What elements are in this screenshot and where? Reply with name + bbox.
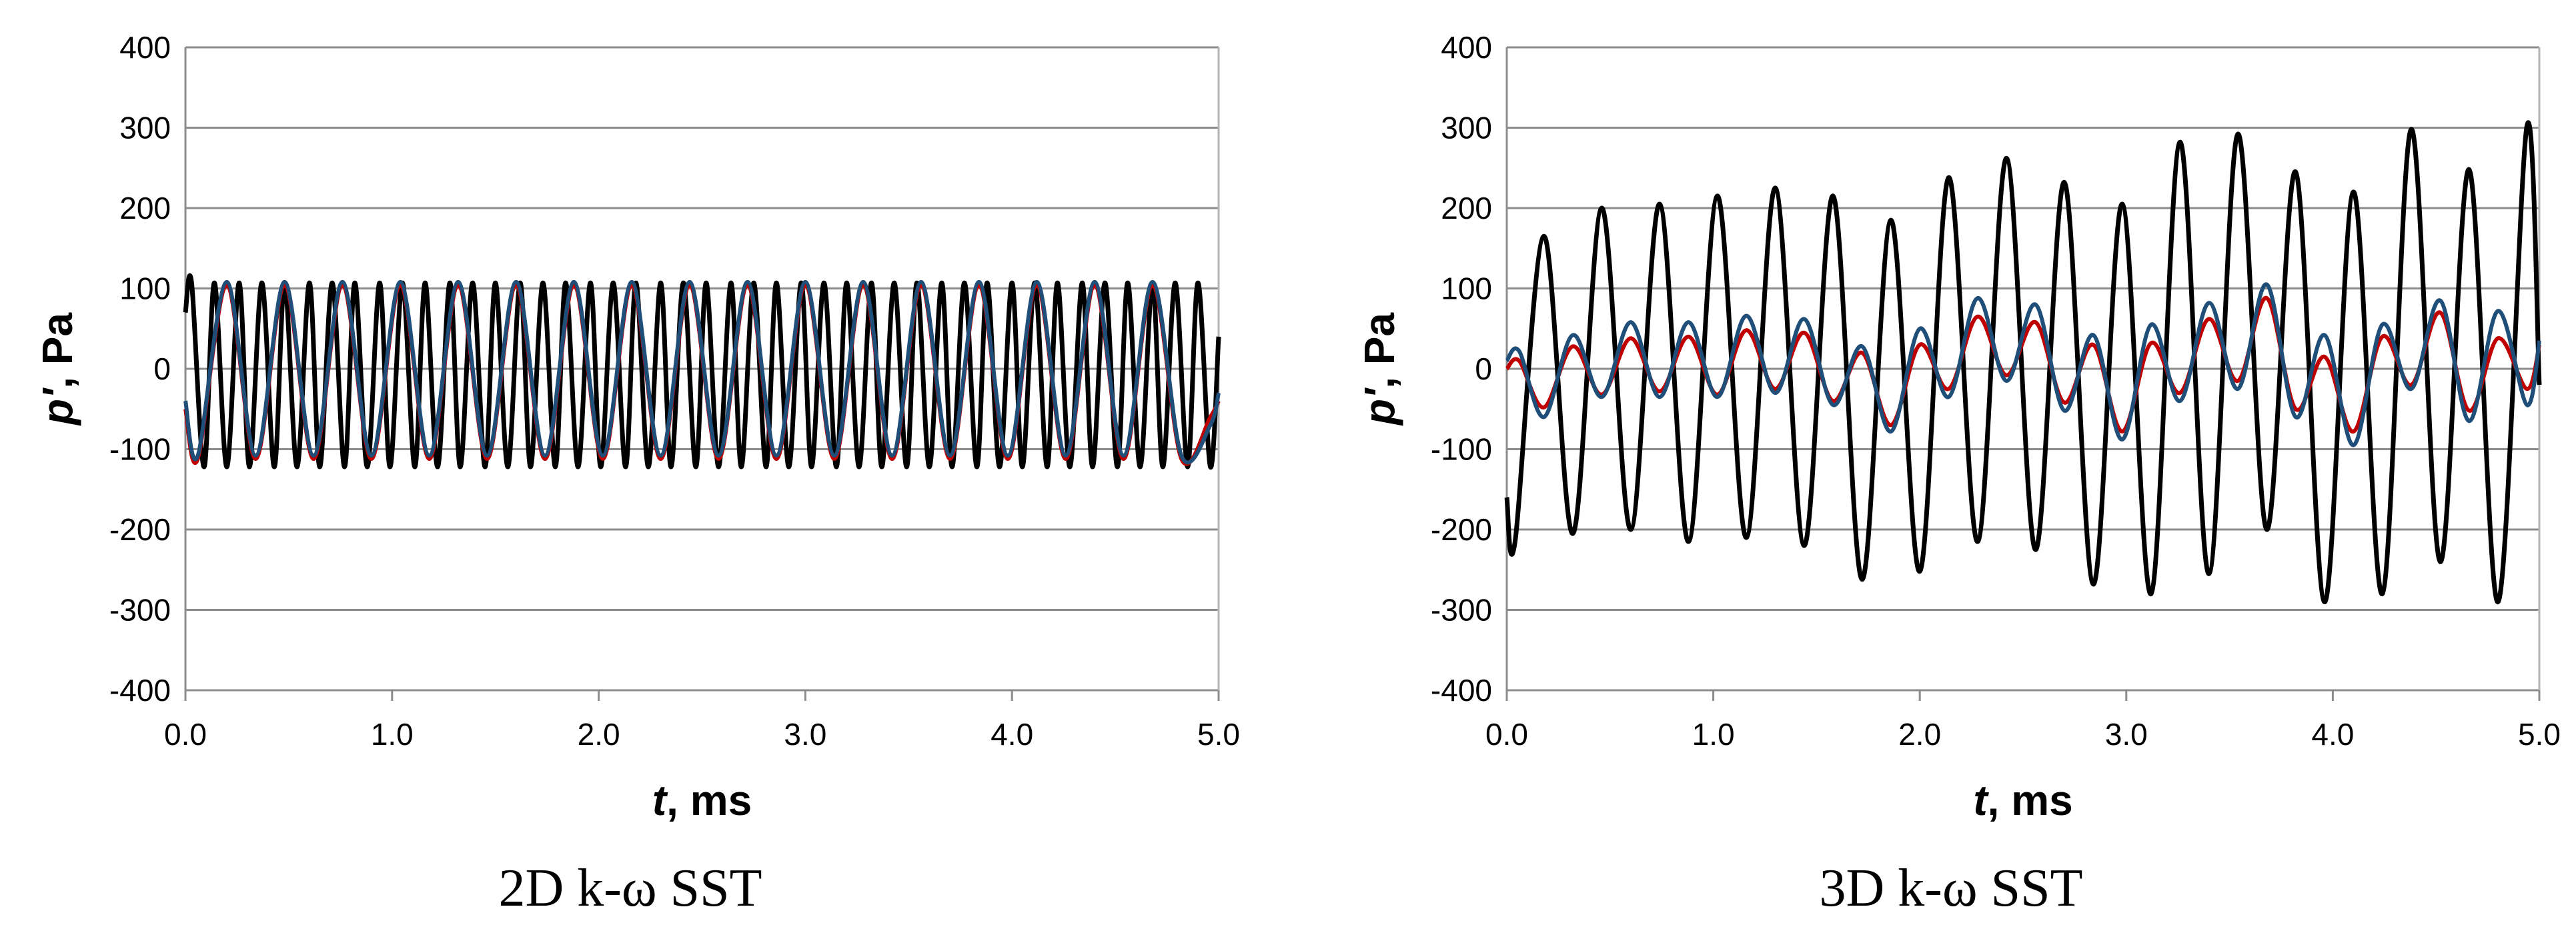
x-axis-variable: t (652, 776, 668, 824)
x-axis-unit: , ms (1988, 776, 2073, 824)
x-tick-label: 1.0 (371, 717, 414, 752)
x-tick-label: 1.0 (1692, 717, 1735, 752)
y-tick-label: -100 (109, 432, 171, 467)
series-line-0 (1504, 120, 2542, 605)
y-tick-label: 400 (119, 30, 171, 65)
y-axis-title: p', Pa (33, 313, 81, 427)
y-tick-label: -100 (1431, 432, 1492, 467)
x-tick-label: 2.0 (1898, 717, 1941, 752)
y-tick-label: 200 (1441, 191, 1492, 225)
x-tick-label: 3.0 (2105, 717, 2148, 752)
x-tick-label: 4.0 (991, 717, 1033, 752)
y-tick-label: 0 (153, 351, 171, 386)
y-tick-label: 300 (119, 111, 171, 145)
y-tick-label: -300 (1431, 593, 1492, 628)
x-axis-unit: , ms (666, 776, 752, 824)
y-tick-label: -400 (109, 673, 171, 708)
y-tick-label: -200 (109, 512, 171, 547)
y-tick-label: 100 (119, 271, 171, 306)
series-line-2 (183, 279, 1221, 465)
y-tick-label: 400 (1441, 30, 1492, 65)
chart-caption: 3D k-ω SST (1820, 859, 2083, 918)
y-tick-label: 200 (119, 191, 171, 225)
y-tick-label: 100 (1441, 271, 1492, 306)
x-tick-label: 5.0 (2518, 717, 2561, 752)
x-tick-label: 4.0 (2311, 717, 2354, 752)
x-axis-variable: t (1973, 776, 1989, 824)
x-tick-label: 3.0 (784, 717, 826, 752)
x-tick-label: 5.0 (1197, 717, 1240, 752)
x-tick-label: 2.0 (578, 717, 620, 752)
y-axis-unit: , Pa (1355, 313, 1403, 389)
y-tick-label: 0 (1475, 351, 1492, 386)
y-tick-label: -300 (109, 593, 171, 628)
chart-caption: 2D k-ω SST (499, 859, 762, 918)
y-tick-label: -200 (1431, 512, 1492, 547)
y-axis-unit: , Pa (33, 313, 81, 389)
y-axis-variable: p' (33, 387, 81, 426)
chart-2d-k-omega-sst: -400 -300 -200 -100 0 100 200 300 400 0.0 1.0 2.0 3.… (33, 30, 1240, 918)
y-axis-title: p', Pa (1355, 313, 1403, 427)
x-tick-label: 0.0 (164, 717, 207, 752)
x-axis-title: t, ms (1973, 776, 2072, 824)
y-tick-label: 300 (1441, 111, 1492, 145)
series-line-1 (1505, 296, 2541, 434)
y-tick-label: -400 (1431, 673, 1492, 708)
x-tick-label: 0.0 (1485, 717, 1528, 752)
chart-3d-k-omega-sst: -400 -300 -200 -100 0 100 200 300 400 0.0 1.0 2.0 3.… (1355, 30, 2561, 918)
series-line-2 (1505, 282, 2541, 447)
y-axis-variable: p' (1355, 387, 1403, 426)
x-axis-title: t, ms (652, 776, 752, 824)
